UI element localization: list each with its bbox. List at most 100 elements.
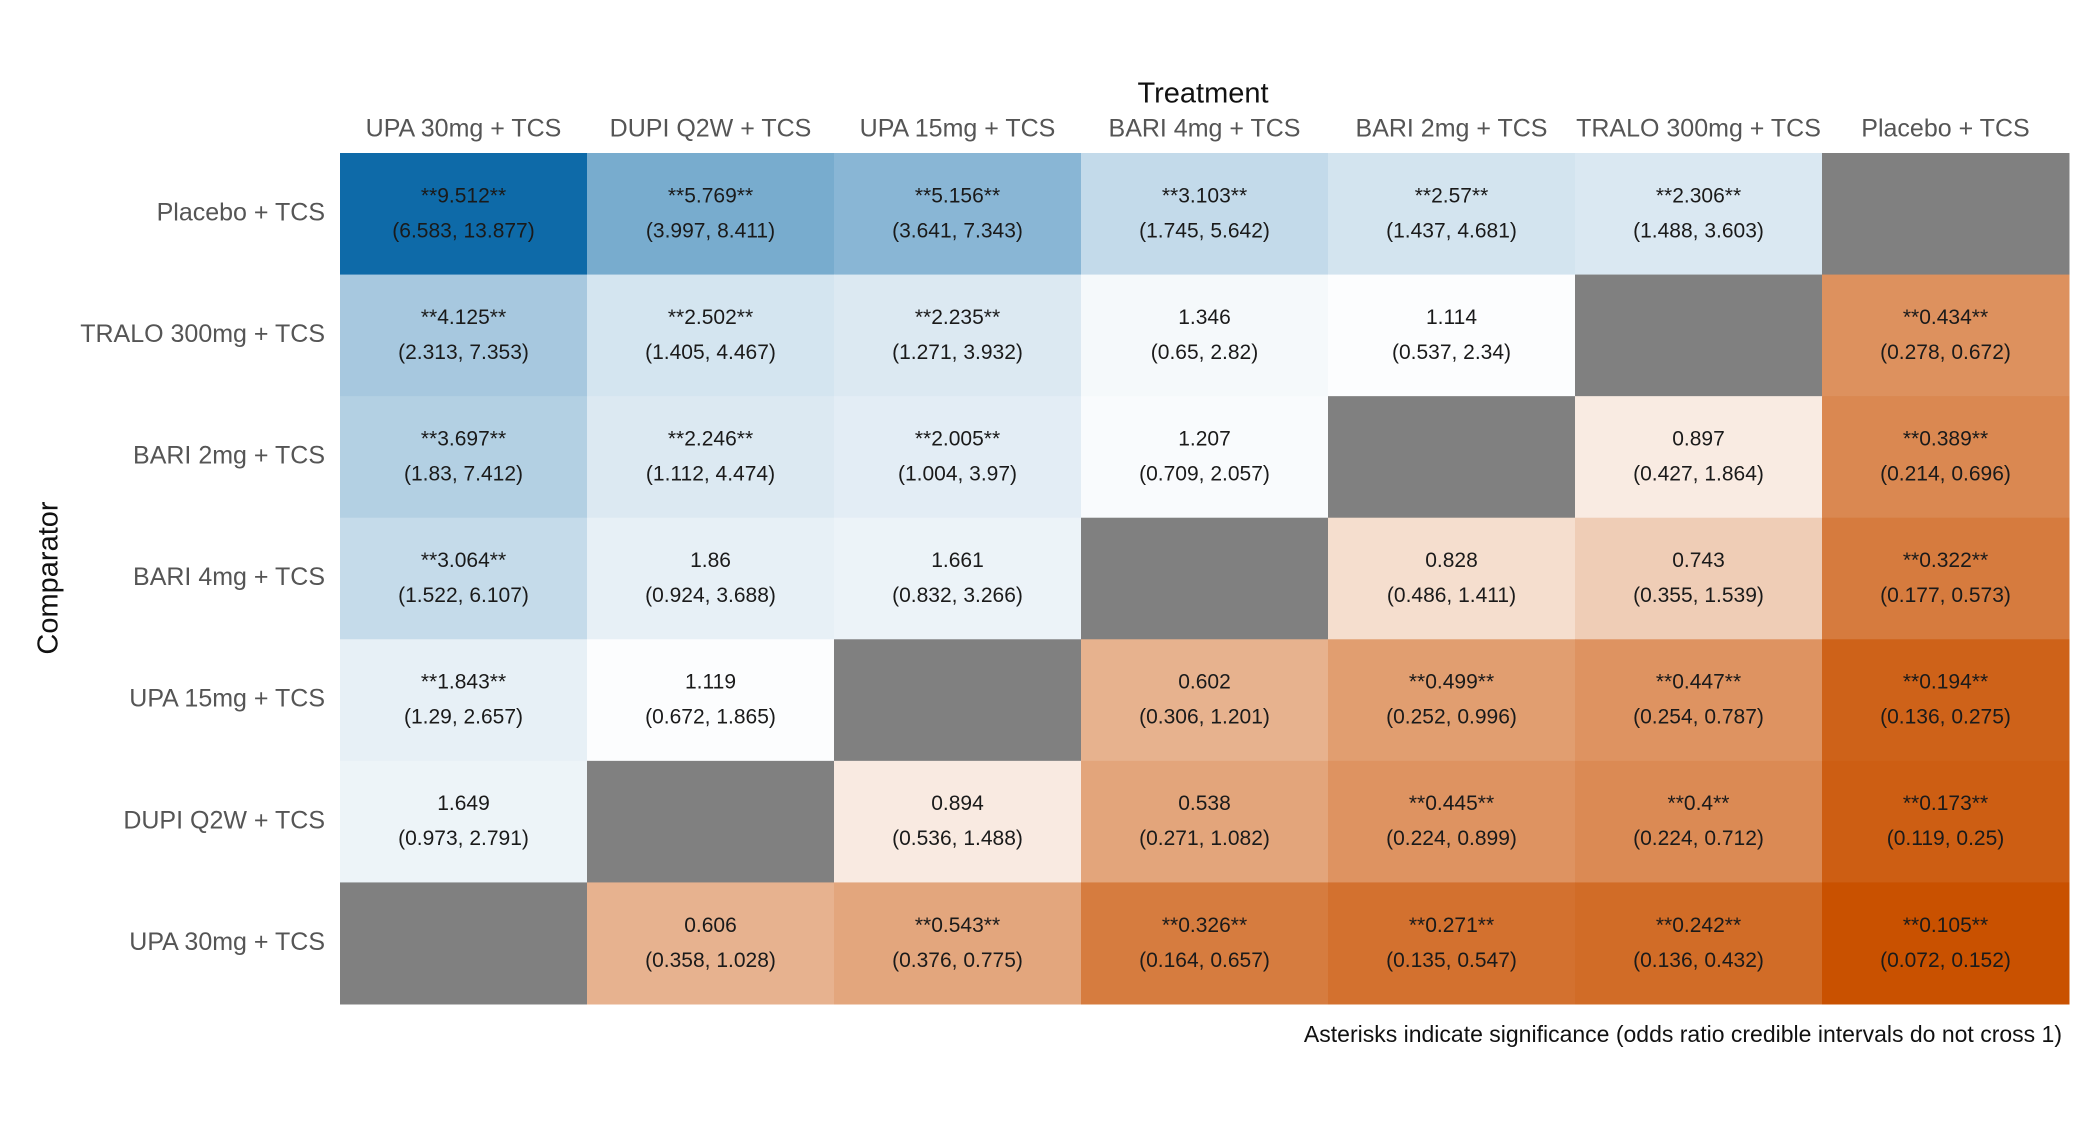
- row-label: BARI 2mg + TCS: [133, 442, 325, 470]
- cell-interval: (0.254, 0.787): [1633, 706, 1764, 729]
- heatmap-cell: [1575, 882, 1823, 1005]
- heatmap-cell: [1328, 274, 1576, 397]
- heatmap-cell: [1575, 639, 1823, 762]
- cell-interval: (0.376, 0.775): [892, 949, 1023, 972]
- cell-interval: (0.224, 0.712): [1633, 827, 1764, 850]
- empty-cell: [587, 760, 835, 883]
- heatmap-cell: [340, 274, 588, 397]
- cell-value: 0.606: [684, 914, 737, 937]
- empty-cell: [1822, 153, 2070, 276]
- column-label: Placebo + TCS: [1861, 115, 2029, 143]
- cell-value: 0.894: [931, 792, 984, 815]
- cell-value: **0.242**: [1656, 914, 1741, 937]
- cell-interval: (1.745, 5.642): [1139, 219, 1270, 242]
- row-label: DUPI Q2W + TCS: [123, 806, 325, 834]
- cell-value: **0.389**: [1903, 427, 1988, 450]
- cell-value: 0.743: [1672, 549, 1725, 572]
- heatmap-cell: [587, 274, 835, 397]
- cell-value: **0.4**: [1668, 792, 1730, 815]
- empty-cell: [1575, 274, 1823, 397]
- cell-interval: (3.641, 7.343): [892, 219, 1023, 242]
- heatmap-cell: [1081, 760, 1329, 883]
- cell-value: 0.828: [1425, 549, 1478, 572]
- cell-interval: (0.278, 0.672): [1880, 341, 2011, 364]
- heatmap-cell: [340, 517, 588, 640]
- cell-interval: (0.427, 1.864): [1633, 462, 1764, 485]
- heatmap-cell: [1822, 760, 2070, 883]
- cell-value: **0.173**: [1903, 792, 1988, 815]
- cell-interval: (1.29, 2.657): [404, 706, 523, 729]
- empty-cell: [834, 639, 1082, 762]
- cell-value: 1.649: [437, 792, 490, 815]
- cell-value: **2.005**: [915, 427, 1000, 450]
- heatmap-cell: [1328, 639, 1576, 762]
- column-label: BARI 4mg + TCS: [1109, 115, 1301, 143]
- cell-interval: (0.672, 1.865): [645, 706, 776, 729]
- cell-interval: (1.522, 6.107): [398, 584, 529, 607]
- heatmap-cell: [1328, 153, 1576, 276]
- cell-interval: (0.973, 2.791): [398, 827, 529, 850]
- cell-value: 0.897: [1672, 427, 1725, 450]
- heatmap-cell: [340, 153, 588, 276]
- cell-value: **0.271**: [1409, 914, 1494, 937]
- cell-value: **0.499**: [1409, 671, 1494, 694]
- empty-cell: [340, 882, 588, 1005]
- cell-value: **2.306**: [1656, 184, 1741, 207]
- cell-interval: (0.135, 0.547): [1386, 949, 1517, 972]
- cell-interval: (3.997, 8.411): [646, 219, 775, 242]
- cell-interval: (0.224, 0.899): [1386, 827, 1517, 850]
- y-axis-title: Comparator: [33, 501, 65, 654]
- cell-interval: (0.537, 2.34): [1392, 341, 1511, 364]
- heatmap-cell: [1822, 639, 2070, 762]
- heatmap-cell: [587, 639, 835, 762]
- heatmap-cell: [1328, 517, 1576, 640]
- heatmap-cell: [587, 517, 835, 640]
- cell-value: **0.445**: [1409, 792, 1494, 815]
- cell-interval: (1.112, 4.474): [646, 462, 775, 485]
- row-label: TRALO 300mg + TCS: [80, 320, 325, 348]
- cell-value: **3.697**: [421, 427, 506, 450]
- heatmap-cell: [340, 639, 588, 762]
- cell-interval: (0.306, 1.201): [1139, 706, 1270, 729]
- cell-value: **2.57**: [1415, 184, 1489, 207]
- cell-interval: (1.004, 3.97): [898, 462, 1017, 485]
- cell-value: **5.156**: [915, 184, 1000, 207]
- column-label: TRALO 300mg + TCS: [1576, 115, 1821, 143]
- heatmap-cell: [1575, 153, 1823, 276]
- cell-interval: (1.271, 3.932): [892, 341, 1023, 364]
- heatmap-cell: [834, 274, 1082, 397]
- cell-value: **0.322**: [1903, 549, 1988, 572]
- cell-value: **0.105**: [1903, 914, 1988, 937]
- heatmap-cell: [1822, 396, 2070, 519]
- cell-interval: (0.072, 0.152): [1880, 949, 2011, 972]
- cell-interval: (0.65, 2.82): [1151, 341, 1258, 364]
- column-label: DUPI Q2W + TCS: [610, 115, 812, 143]
- cell-interval: (0.119, 0.25): [1887, 827, 2005, 850]
- column-label: UPA 30mg + TCS: [366, 115, 562, 143]
- heatmap-cell: [587, 396, 835, 519]
- cell-value: **2.246**: [668, 427, 753, 450]
- cell-value: **3.103**: [1162, 184, 1247, 207]
- heatmap-cell: [1822, 882, 2070, 1005]
- cell-interval: (1.83, 7.412): [404, 462, 523, 485]
- heatmap-cell: [834, 153, 1082, 276]
- heatmap-cell: [834, 396, 1082, 519]
- cell-value: **0.434**: [1903, 306, 1988, 329]
- heatmap-cell: [340, 396, 588, 519]
- cell-interval: (0.164, 0.657): [1139, 949, 1270, 972]
- cell-value: **0.194**: [1903, 671, 1988, 694]
- heatmap-cell: [587, 153, 835, 276]
- column-label: UPA 15mg + TCS: [860, 115, 1056, 143]
- heatmap-cell: [834, 760, 1082, 883]
- heatmap-cell: [1081, 396, 1329, 519]
- empty-cell: [1081, 517, 1329, 640]
- row-label: BARI 4mg + TCS: [133, 563, 325, 591]
- cell-value: **0.326**: [1162, 914, 1247, 937]
- cell-interval: (2.313, 7.353): [398, 341, 529, 364]
- cell-interval: (0.355, 1.539): [1633, 584, 1764, 607]
- heatmap-cell: [1328, 882, 1576, 1005]
- heatmap-cell: [1081, 639, 1329, 762]
- cell-interval: (1.488, 3.603): [1633, 219, 1764, 242]
- cell-value: **0.543**: [915, 914, 1000, 937]
